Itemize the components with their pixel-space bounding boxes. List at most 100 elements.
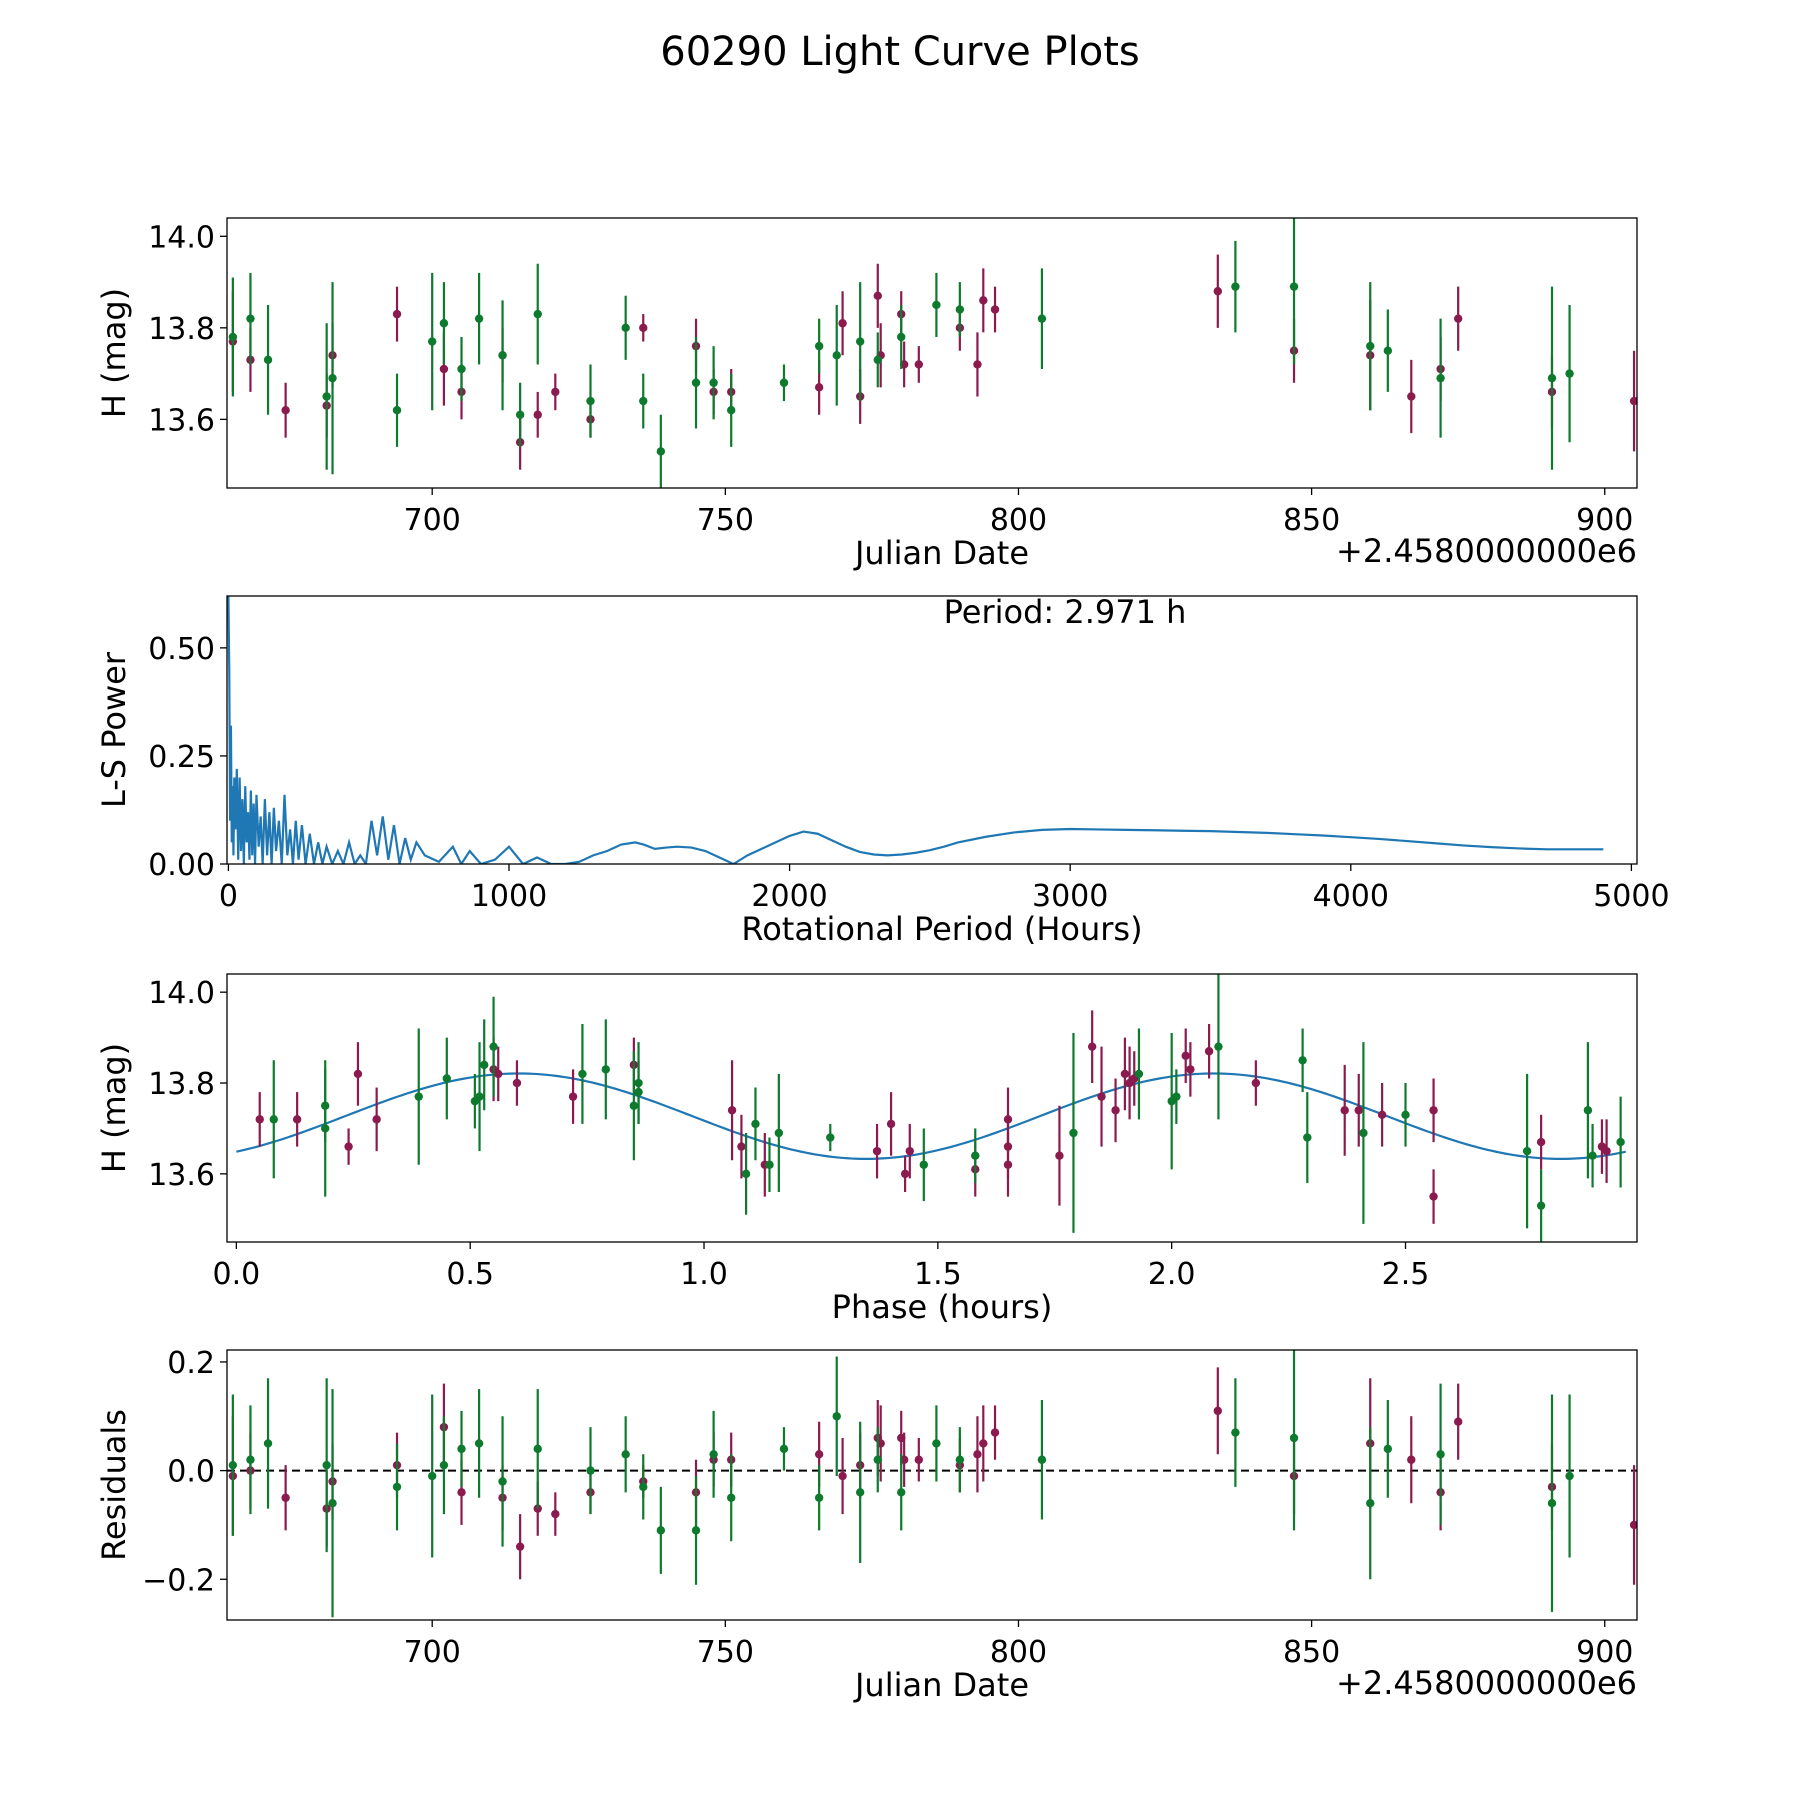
y-axis-label: H (mag) [95, 288, 133, 418]
data-point [814, 341, 824, 351]
y-tick-label: 0.2 [167, 1346, 215, 1381]
data-point [1186, 1065, 1195, 1074]
data-point [886, 1119, 896, 1129]
data-point [568, 1092, 578, 1101]
data-point [621, 323, 630, 333]
y-tick-label: 13.8 [148, 312, 215, 347]
data-point [328, 373, 337, 383]
data-point [1436, 1450, 1445, 1459]
x-axis-label: Julian Date [853, 534, 1029, 572]
data-point [639, 396, 648, 406]
data-point [751, 1119, 760, 1129]
data-point [709, 1450, 718, 1459]
data-point [726, 1493, 736, 1502]
data-point [826, 1133, 835, 1142]
data-point [656, 1526, 666, 1535]
y-tick-label: 0.0 [167, 1455, 215, 1490]
data-point [1037, 314, 1047, 323]
data-point [281, 1493, 290, 1502]
x-tick-label: 5000 [1593, 879, 1669, 914]
data-point [855, 337, 865, 346]
data-point [900, 1169, 910, 1179]
data-point [741, 1169, 751, 1179]
data-point [439, 319, 449, 328]
data-point [914, 1455, 924, 1464]
data-point [321, 1124, 330, 1133]
data-point [457, 364, 466, 374]
data-point [392, 309, 402, 319]
data-point [1616, 1137, 1625, 1147]
data-point [269, 1115, 278, 1124]
data-point [656, 447, 666, 456]
data-point [726, 406, 736, 415]
data-point [973, 1450, 982, 1459]
y-axis-label: Residuals [95, 1409, 133, 1561]
x-tick-label: 700 [404, 1635, 461, 1670]
y-tick-label: 13.6 [148, 1158, 215, 1193]
data-point [873, 355, 882, 365]
data-point [779, 378, 789, 387]
data-point [1289, 1433, 1299, 1443]
data-point [979, 1439, 988, 1448]
data-point [1366, 341, 1375, 351]
x-tick-label: 2000 [751, 879, 827, 914]
data-point [246, 314, 255, 323]
data-point [709, 378, 718, 387]
data-point [919, 1160, 929, 1169]
data-point [1120, 1069, 1130, 1079]
data-point [1602, 1146, 1611, 1156]
data-point [1087, 1042, 1097, 1051]
data-point [1069, 1128, 1078, 1138]
data-point [932, 300, 941, 310]
data-point [1214, 1042, 1223, 1051]
series-a-phase [255, 1010, 1611, 1224]
data-point [1407, 392, 1416, 401]
data-point [414, 1092, 423, 1101]
data-point [246, 1455, 255, 1464]
data-point [1547, 373, 1557, 383]
data-point [1377, 1110, 1387, 1120]
x-axis-label: Phase (hours) [832, 1288, 1053, 1326]
data-point [855, 1488, 865, 1497]
data-point [897, 332, 906, 342]
data-point [1436, 373, 1445, 383]
data-point [634, 1087, 643, 1097]
y-tick-label: 0.00 [148, 848, 215, 883]
data-point [1354, 1106, 1363, 1115]
data-point [1111, 1106, 1120, 1115]
panel-phase: 0.0 0.5 1.0 1.5 2.0 2.5 13.6 13.8 14.0 Phase (hou… [95, 973, 1638, 1326]
data-point [533, 410, 542, 419]
y-axis-label: H (mag) [95, 1043, 133, 1173]
data-point [814, 1493, 824, 1502]
data-point [322, 392, 331, 401]
data-point [727, 1106, 737, 1115]
data-point [1536, 1137, 1546, 1147]
y-tick-label: −0.2 [142, 1563, 215, 1598]
x-tick-label: 1000 [471, 879, 547, 914]
y-tick-label: 13.8 [148, 1067, 215, 1102]
axes-frame-resid [226, 1349, 1638, 1621]
data-point [439, 364, 449, 374]
data-point [1588, 1151, 1597, 1160]
data-point [551, 1509, 560, 1519]
x-tick-label: 800 [990, 1635, 1047, 1670]
data-point [439, 1460, 449, 1470]
data-point [1565, 1471, 1574, 1481]
data-point [1453, 1417, 1463, 1426]
x-tick-label: 850 [1283, 503, 1340, 538]
data-point [1037, 1455, 1047, 1464]
series-b-phase [269, 974, 1625, 1242]
data-point [971, 1151, 980, 1160]
axes-frame-ls [226, 595, 1638, 865]
x-tick-label: 700 [404, 503, 461, 538]
data-point [838, 1471, 847, 1481]
y-tick-label: 0.25 [148, 740, 215, 775]
y-tick-label: 13.6 [148, 403, 215, 438]
data-point [1383, 1444, 1393, 1454]
data-point [639, 1482, 648, 1492]
data-point [494, 1069, 503, 1079]
data-point [838, 319, 847, 328]
data-point [489, 1042, 498, 1051]
data-point [228, 1460, 238, 1470]
x-tick-label: 2.5 [1382, 1257, 1430, 1292]
